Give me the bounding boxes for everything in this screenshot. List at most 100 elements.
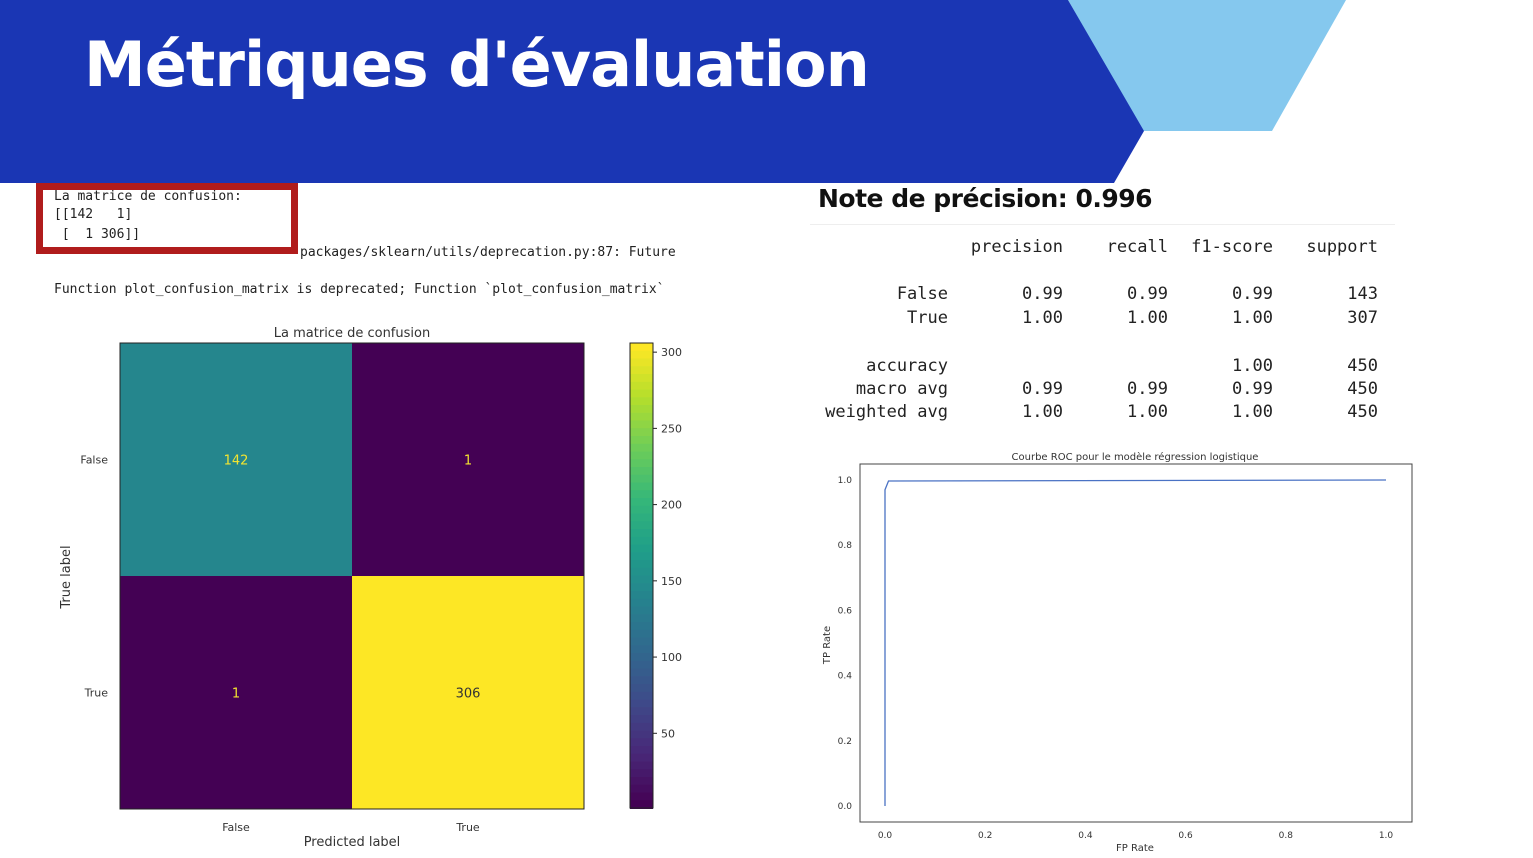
roc-x-label: FP Rate <box>1116 843 1154 854</box>
report-cell-value: 0.99 <box>1232 284 1273 304</box>
colorbar-segment <box>630 575 653 585</box>
colorbar-segment <box>630 614 653 623</box>
colorbar-segment <box>630 730 653 740</box>
matrix-value: 1 <box>464 454 472 469</box>
report-cell-value: 0.99 <box>1022 379 1063 399</box>
colorbar-segment <box>630 529 653 538</box>
colorbar-segment <box>630 660 653 670</box>
colorbar-segment <box>630 544 653 554</box>
x-tick-label: False <box>222 821 250 834</box>
report-column-header: f1-score <box>1191 237 1273 257</box>
colorbar-frame <box>629 342 654 809</box>
colorbar-segment <box>630 637 653 647</box>
y-axis-label: True label <box>59 545 74 609</box>
colorbar-segment <box>630 474 653 484</box>
banner-accent-shape <box>1068 0 1346 131</box>
colorbar-segment <box>630 343 653 352</box>
report-cell-value: 450 <box>1347 379 1378 399</box>
colorbar-tick-label: 300 <box>661 346 682 359</box>
colorbar-segment <box>630 606 653 616</box>
roc-chart: 0.0 0.2 0.4 0.6 0.8 1.0 0.0 0.2 0.4 0.6 0.8 1.0 Cou… <box>822 451 1413 854</box>
report-cell-value: 0.99 <box>1127 379 1168 399</box>
colorbar-segment <box>630 800 653 809</box>
accuracy-heading: Note de précision: 0.996 <box>818 184 1153 213</box>
colorbar-segment <box>630 676 653 685</box>
colorbar-segment <box>630 350 653 360</box>
slide-title: Métriques d'évaluation <box>84 28 870 101</box>
y-tick-label: True <box>84 687 109 700</box>
y-tick-label: False <box>80 454 108 467</box>
colorbar-segment <box>630 753 653 763</box>
roc-frame <box>859 463 1413 823</box>
colorbar-segment <box>630 436 653 445</box>
colorbar-segment <box>630 389 653 399</box>
confusion-matrix-chart: 142 1 1 306 False True False True 50 100 150 200 25… <box>59 326 682 850</box>
report-cell-value: 1.00 <box>1232 402 1273 422</box>
roc-x-tick-label: 0.4 <box>1078 831 1093 841</box>
colorbar-segment <box>630 784 653 794</box>
colorbar-segment <box>630 761 653 771</box>
report-row-label: True <box>907 308 948 328</box>
colorbar-segment <box>630 722 653 732</box>
colorbar-segment <box>630 769 653 778</box>
colorbar-segment <box>630 358 653 368</box>
console-line-1: La matrice de confusion: <box>54 189 242 204</box>
colorbar-segment <box>630 536 653 546</box>
roc-curve <box>884 479 1387 806</box>
roc-y-tick-label: 0.4 <box>838 672 853 682</box>
roc-title: Courbe ROC pour le modèle régression log… <box>1012 451 1259 463</box>
colorbar-segment <box>630 777 653 786</box>
roc-y-tick-label: 0.0 <box>838 802 853 812</box>
report-cell-value: 1.00 <box>1232 308 1273 328</box>
roc-y-tick-label: 0.8 <box>838 541 853 551</box>
colorbar-segment <box>630 374 653 383</box>
colorbar-segment <box>630 707 653 716</box>
x-tick-label: True <box>455 821 480 834</box>
colorbar-tick-label: 100 <box>661 651 682 664</box>
colorbar-segment <box>630 591 653 600</box>
colorbar-segment <box>630 684 653 693</box>
colorbar-segment <box>630 792 653 802</box>
matrix-frame <box>119 342 585 810</box>
colorbar-segment <box>630 622 653 631</box>
colorbar-tick-label: 250 <box>661 422 682 435</box>
colorbar-segment <box>630 428 653 437</box>
colorbar-segment <box>630 521 653 530</box>
colorbar-segment <box>630 366 653 375</box>
colorbar-segment <box>630 459 653 468</box>
report-cell-value: 307 <box>1347 308 1378 328</box>
roc-x-tick-label: 0.2 <box>978 831 992 841</box>
report-cell-value: 0.99 <box>1127 284 1168 304</box>
report-cell-value: 143 <box>1347 284 1378 304</box>
report-cell-value: 1.00 <box>1127 308 1168 328</box>
roc-x-tick-label: 1.0 <box>1379 831 1394 841</box>
report-cell-value: 1.00 <box>1022 402 1063 422</box>
colorbar-segment <box>630 691 653 701</box>
colorbar-segment <box>630 420 653 430</box>
report-row-label: weighted avg <box>825 402 948 422</box>
console-line-3: [ 1 306]] <box>54 227 141 242</box>
colorbar-segment <box>630 490 653 499</box>
roc-y-tick-label: 0.6 <box>838 606 853 616</box>
highlight-box <box>36 183 298 254</box>
matrix-cell <box>352 576 584 809</box>
confusion-matrix-title: La matrice de confusion <box>274 326 430 341</box>
roc-x-tick-label: 0.8 <box>1279 831 1294 841</box>
report-cell-value: 1.00 <box>1022 308 1063 328</box>
console-line-4: packages/sklearn/utils/deprecation.py:87… <box>300 245 676 260</box>
colorbar-segment <box>630 645 653 654</box>
matrix-cell <box>120 343 352 576</box>
colorbar-segment <box>630 482 653 492</box>
colorbar-segment <box>630 443 653 453</box>
colorbar-segment <box>630 668 653 678</box>
matrix-value: 142 <box>224 454 249 469</box>
console-line-5: Function plot_confusion_matrix is deprec… <box>54 282 665 297</box>
colorbar-segment <box>630 598 653 608</box>
colorbar-segment <box>630 583 653 592</box>
report-separator <box>810 224 1395 225</box>
colorbar-segment <box>630 467 653 476</box>
x-axis-label: Predicted label <box>304 835 401 850</box>
report-cell-value: 1.00 <box>1232 356 1273 376</box>
report-column-header: support <box>1306 237 1378 257</box>
roc-y-tick-label: 0.2 <box>838 737 852 747</box>
